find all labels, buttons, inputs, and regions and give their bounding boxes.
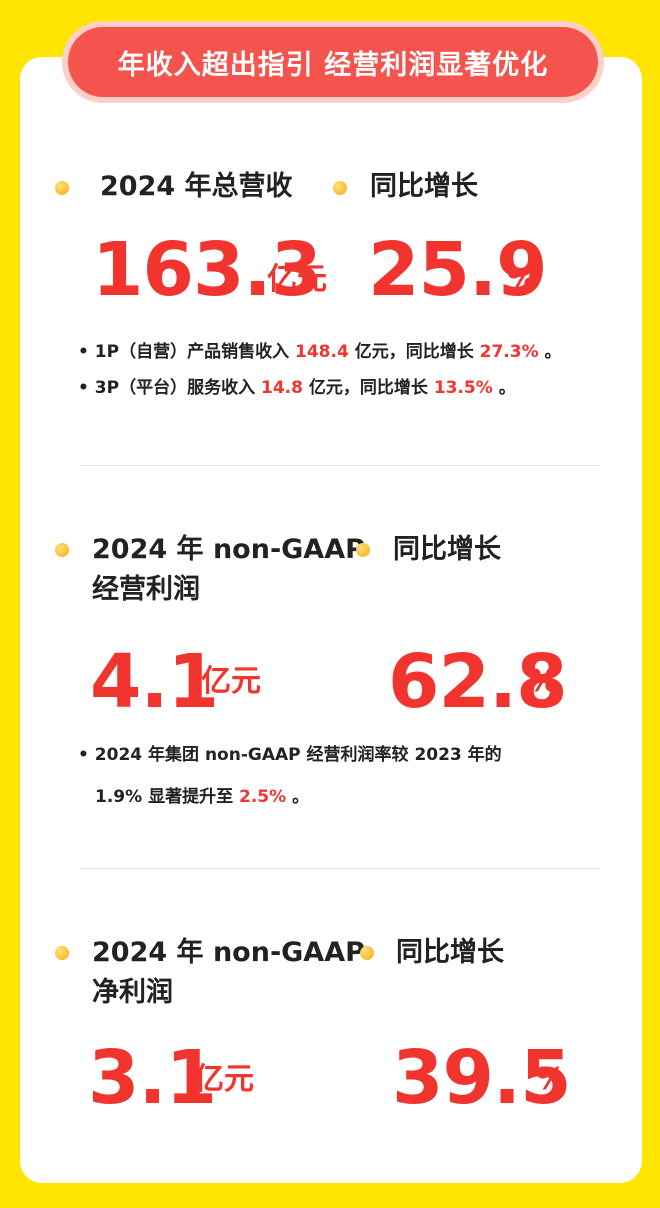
bullet-dot-icon — [356, 543, 370, 557]
section-divider — [80, 465, 600, 466]
bullet-dot-icon — [55, 181, 69, 195]
bullet-dot-icon — [55, 946, 69, 960]
bullet-dot-icon — [360, 946, 374, 960]
s2-label-op-profit: 2024 年 non-GAAP 经营利润 — [92, 534, 365, 605]
s1-label-revenue: 2024 年总营收 — [100, 171, 293, 202]
s3-net-profit-value: 3.1 — [88, 1035, 217, 1121]
s1-growth-unit: % — [507, 262, 538, 297]
s1-revenue-unit: 亿元 — [267, 262, 327, 297]
s3-label-growth: 同比增长 — [396, 937, 504, 968]
s3-label-net-profit: 2024 年 non-GAAP 净利润 — [92, 937, 365, 1008]
section-divider — [80, 868, 600, 869]
s1-growth-value: 25.9 — [368, 227, 548, 313]
s3-growth-value: 39.5 — [392, 1035, 572, 1121]
s1-revenue-value: 163.3 — [92, 227, 322, 313]
content-card — [20, 57, 642, 1183]
bullet-dot-icon — [333, 181, 347, 195]
s3-net-profit-unit: 亿元 — [194, 1062, 254, 1097]
s3-growth-unit: % — [536, 1062, 567, 1097]
headline-banner: 年收入超出指引 经营利润显著优化 — [68, 27, 598, 97]
s2-op-profit-value: 4.1 — [90, 639, 219, 725]
s1-bullet-1p: • 1P（自营）产品销售收入 148.4 亿元，同比增长 27.3% 。 — [78, 342, 562, 362]
bullet-dot-icon — [55, 543, 69, 557]
s2-growth-value: 62.8 — [388, 639, 568, 725]
s2-label-growth: 同比增长 — [393, 534, 501, 565]
s1-label-growth: 同比增长 — [370, 171, 478, 202]
s2-bullet-margin: • 2024 年集团 non-GAAP 经营利润率较 2023 年的 — [78, 745, 502, 765]
s1-bullet-3p: • 3P（平台）服务收入 14.8 亿元，同比增长 13.5% 。 — [78, 378, 516, 398]
s2-growth-unit: % — [528, 664, 559, 699]
s2-op-profit-unit: 亿元 — [201, 664, 261, 699]
s2-bullet-margin-cont: 1.9% 显著提升至 2.5% 。 — [95, 787, 310, 807]
